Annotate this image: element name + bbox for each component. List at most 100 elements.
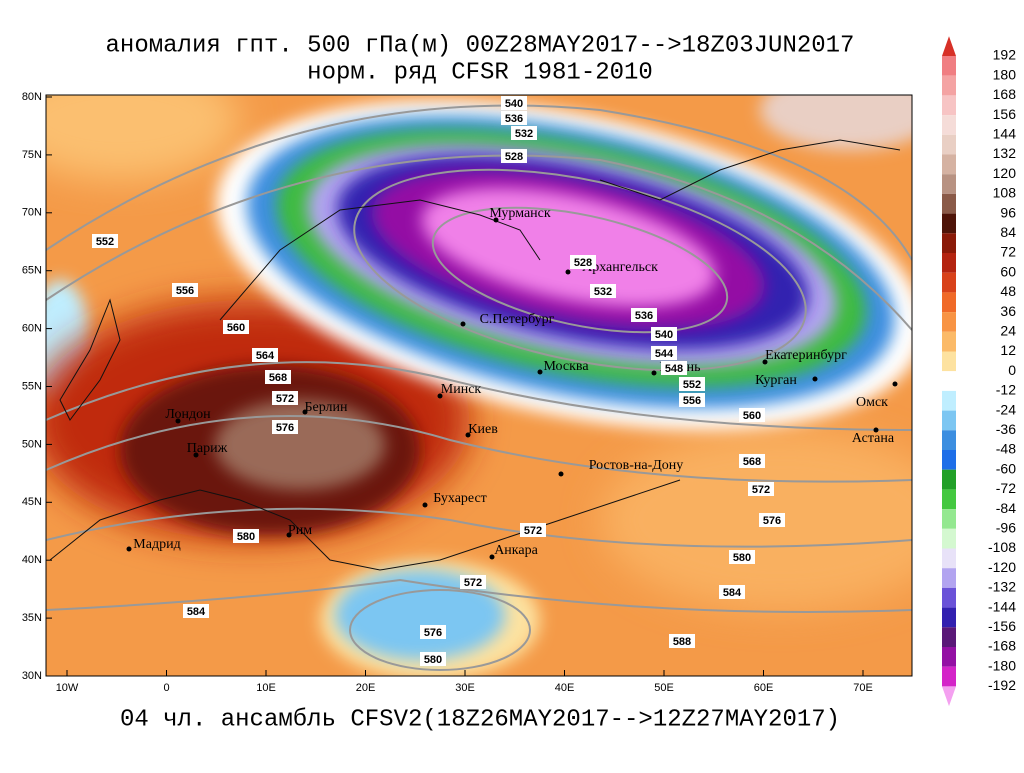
city-dot [873,427,879,433]
contour-label: 536 [635,310,653,322]
x-tick-label: 30E [455,682,475,694]
contour-label: 568 [743,456,761,468]
field-zone [215,400,385,490]
colorbar-swatch [942,134,956,155]
field-zone [421,187,716,307]
city-dot [489,554,495,560]
city-dot [565,269,571,275]
colorbar-swatch [942,233,956,253]
contour-label: 560 [227,322,245,334]
colorbar-swatch [942,56,956,76]
colorbar-label: -156 [988,618,1016,634]
x-tick-label: 70E [853,682,873,694]
contour-line [46,361,912,431]
contour-label: 576 [276,422,294,434]
contour-label: 532 [594,286,612,298]
contour-label: 588 [673,636,691,648]
contour-line [46,104,912,261]
colorbar-label: 108 [993,185,1017,201]
contour-label: 584 [723,587,742,599]
contour-label: 572 [464,577,482,589]
colorbar-swatch [942,469,956,490]
contour-label-box [511,126,537,140]
city-label: Бухарест [433,491,487,506]
colorbar-label: -24 [996,401,1016,417]
colorbar-swatch [942,528,956,549]
contour-label-box [590,284,616,298]
coastline [49,479,681,571]
y-tick-label: 35N [22,612,42,624]
field-zone [600,430,912,610]
colorbar-swatch [942,154,956,175]
colorbar-swatch [942,627,956,647]
contour-label: 564 [256,350,275,362]
field-zone [46,95,240,180]
colorbar-swatch [942,568,956,588]
contour-label-box [501,149,527,163]
contour-line [46,507,912,548]
colorbar-label: 120 [993,165,1017,181]
contour-label-box [631,308,657,322]
x-tick-label: 10W [56,682,79,694]
colorbar-label: -108 [988,539,1016,555]
contour-label: 540 [655,329,673,341]
contour-label-box [679,393,705,407]
contour-label-box [501,111,527,125]
city-dot [126,546,132,552]
coastline [59,298,121,421]
x-tick-label: 0 [163,682,169,694]
contour-label: 556 [176,285,194,297]
title: аномалия гпт. 500 гПа(м) 00Z28MAY2017-->… [106,32,855,59]
height-contours [46,104,912,671]
coastline [219,199,541,321]
city-label: Екатеринбург [765,348,847,363]
contour-label-box [759,513,785,527]
city-label: Рим [288,523,312,538]
city-label: Астана [852,431,895,446]
contour-label-box [420,625,446,639]
colorbar-label: -36 [996,421,1016,437]
colorbar-label: -192 [988,677,1016,693]
colorbar-label: 0 [1008,362,1016,378]
x-tick-label: 10E [256,682,276,694]
colorbar-label: 36 [1000,303,1016,319]
axes: 10W 0 10E 20E 30E 40E 50E 60E 70E 80N 75N 70N 65N 60N… [22,91,873,694]
contour-line [46,154,912,331]
city-label: Ростов-на-Дону [589,458,684,473]
contour-label-box [739,408,765,422]
city-dot [175,418,181,424]
colorbar-label: 144 [993,126,1017,142]
city-label: Архангельск [582,260,658,275]
y-tick-label: 75N [22,149,42,161]
contour-label-box [265,370,291,384]
city-label: С.Петербург [480,312,555,327]
x-tick-label: 20E [356,682,376,694]
colorbar-swatch [942,75,956,96]
y-tick-label: 60N [22,323,42,335]
colorbar-swatch [942,647,956,667]
y-tick-label: 55N [22,380,42,392]
colorbar-label: -144 [988,598,1016,614]
colorbar-label: 84 [1000,224,1016,240]
contour-label: 548 [665,363,683,375]
colorbar-swatch [942,292,956,313]
x-tick-label: 50E [654,682,674,694]
contour-line [431,206,729,334]
colorbar-label: -180 [988,657,1016,673]
contour-label: 572 [524,525,542,537]
colorbar-swatch [942,410,956,431]
contour-label-box [252,348,278,362]
colorbar-swatch [942,489,956,510]
cities: МурманскАрхангельскС.ПетербургМоскваКаза… [126,206,898,560]
contour-label: 580 [733,552,751,564]
contour-label-box [223,320,249,334]
city-label: Мадрид [133,537,180,552]
contour-label-box [92,234,118,248]
colorbar-label: 132 [993,145,1017,161]
colorbar-label: 24 [1000,323,1016,339]
city-dot [286,532,292,538]
colorbar-swatch [942,312,956,332]
contour-label: 544 [655,348,674,360]
city-dot [892,381,898,387]
